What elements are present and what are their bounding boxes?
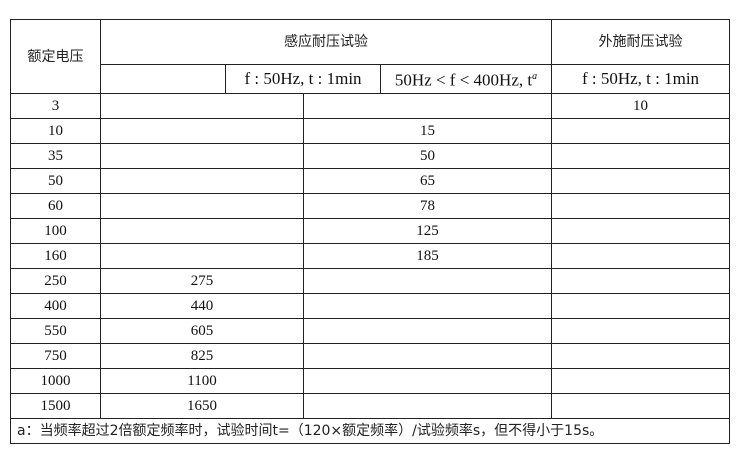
table-row: 3 10 [10, 93, 730, 119]
empty-cell [303, 393, 552, 419]
voltage-cell: 1500 [10, 393, 101, 419]
empty-cell [100, 193, 304, 219]
empty-cell [303, 93, 552, 119]
empty-cell [551, 118, 730, 144]
subheader-applied-50hz: f : 50Hz, t : 1min [551, 64, 730, 94]
empty-cell [100, 243, 304, 269]
induced-value-cell: 125 [303, 218, 552, 244]
voltage-cell: 3 [10, 93, 101, 119]
empty-cell [303, 293, 552, 319]
footnote-marker: a [532, 71, 538, 83]
subheader-induced-freq-range: 50Hz < f < 400Hz, ta [380, 64, 552, 94]
voltage-cell: 750 [10, 343, 101, 369]
voltage-cell: 50 [10, 168, 101, 194]
footnote-row: a：当频率超过2倍额定频率时，试验时间t=（120×额定频率）/试验频率s，但不… [10, 418, 730, 444]
empty-cell [100, 118, 304, 144]
header-induced-test: 感应耐压试验 [100, 19, 552, 65]
footnote: a：当频率超过2倍额定频率时，试验时间t=（120×额定频率）/试验频率s，但不… [10, 418, 730, 444]
header-rated-voltage: 额定电压 [10, 19, 101, 94]
empty-cell [551, 293, 730, 319]
induced-value-cell: 15 [303, 118, 552, 144]
empty-cell [551, 368, 730, 394]
empty-cell [551, 143, 730, 169]
empty-cell [551, 343, 730, 369]
induced-value-cell: 65 [303, 168, 552, 194]
empty-cell [551, 393, 730, 419]
voltage-cell: 100 [10, 218, 101, 244]
voltage-cell: 60 [10, 193, 101, 219]
table-row: 1500 1650 [10, 393, 730, 419]
empty-cell [100, 93, 304, 119]
voltage-cell: 550 [10, 318, 101, 344]
empty-cell [303, 318, 552, 344]
induced-value-cell: 50 [303, 143, 552, 169]
voltage-cell: 35 [10, 143, 101, 169]
applied-value-cell: 10 [551, 93, 730, 119]
induced-value-cell: 1100 [100, 368, 304, 394]
voltage-cell: 160 [10, 243, 101, 269]
induced-value-cell: 275 [100, 268, 304, 294]
induced-value-cell: 1650 [100, 393, 304, 419]
table-row: 1000 1100 [10, 368, 730, 394]
empty-cell [551, 218, 730, 244]
header-applied-test: 外施耐压试验 [551, 19, 730, 65]
empty-cell [303, 368, 552, 394]
empty-cell [303, 343, 552, 369]
voltage-cell: 10 [10, 118, 101, 144]
table-row: 400 440 [10, 293, 730, 319]
table-row: 550 605 [10, 318, 730, 344]
empty-cell [303, 268, 552, 294]
subheader-induced-50hz: f : 50Hz, t : 1min [225, 64, 381, 94]
voltage-test-table: 额定电压 感应耐压试验 外施耐压试验 f : 50Hz, t : 1min 50… [10, 19, 730, 444]
table-row: 60 78 [10, 193, 730, 219]
empty-cell [551, 193, 730, 219]
induced-value-cell: 605 [100, 318, 304, 344]
induced-value-cell: 440 [100, 293, 304, 319]
table-row: 750 825 [10, 343, 730, 369]
table-row: 100 125 [10, 218, 730, 244]
table-row: 50 65 [10, 168, 730, 194]
empty-cell [551, 268, 730, 294]
empty-cell [100, 168, 304, 194]
table-row: 160 185 [10, 243, 730, 269]
table-row: 35 50 [10, 143, 730, 169]
voltage-cell: 1000 [10, 368, 101, 394]
induced-value-cell: 185 [303, 243, 552, 269]
empty-cell [551, 243, 730, 269]
subheader-induced-freq-text: 50Hz < f < 400Hz, t [394, 70, 533, 90]
induced-value-cell: 78 [303, 193, 552, 219]
empty-cell [100, 143, 304, 169]
table-row: 10 15 [10, 118, 730, 144]
voltage-cell: 400 [10, 293, 101, 319]
empty-cell [551, 168, 730, 194]
voltage-cell: 250 [10, 268, 101, 294]
empty-cell [551, 318, 730, 344]
table-row: 250 275 [10, 268, 730, 294]
empty-cell [100, 218, 304, 244]
subheader-empty [100, 64, 226, 94]
induced-value-cell: 825 [100, 343, 304, 369]
